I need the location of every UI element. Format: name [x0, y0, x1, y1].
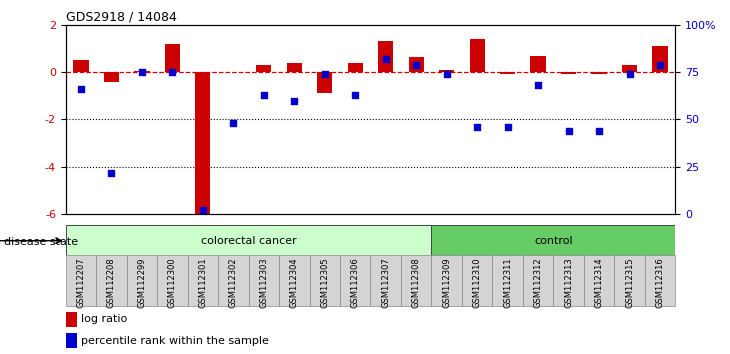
- Point: [319, 71, 331, 77]
- Bar: [66, 333, 77, 348]
- Point: [228, 120, 239, 126]
- Bar: [218, 255, 248, 306]
- Point: [258, 92, 269, 98]
- Bar: [256, 65, 272, 72]
- Text: GSM112305: GSM112305: [320, 257, 329, 308]
- Point: [136, 69, 147, 75]
- Text: GSM112208: GSM112208: [107, 257, 116, 308]
- Text: GSM112313: GSM112313: [564, 257, 573, 308]
- Bar: [188, 255, 218, 306]
- Bar: [431, 255, 462, 306]
- Bar: [584, 255, 614, 306]
- Text: percentile rank within the sample: percentile rank within the sample: [81, 336, 269, 346]
- Point: [380, 56, 391, 62]
- Bar: [492, 255, 523, 306]
- Text: GSM112312: GSM112312: [534, 257, 542, 308]
- Bar: [622, 65, 637, 72]
- Bar: [645, 255, 675, 306]
- Point: [563, 128, 575, 134]
- Text: GSM112207: GSM112207: [77, 257, 85, 308]
- Text: GSM112310: GSM112310: [472, 257, 482, 308]
- Bar: [104, 72, 119, 81]
- Text: GSM112300: GSM112300: [168, 257, 177, 308]
- Bar: [340, 255, 370, 306]
- Point: [654, 62, 666, 67]
- Point: [623, 71, 635, 77]
- Bar: [531, 56, 546, 72]
- Point: [106, 170, 118, 175]
- Bar: [378, 41, 393, 72]
- Bar: [523, 255, 553, 306]
- Point: [472, 124, 483, 130]
- Text: GSM112311: GSM112311: [503, 257, 512, 308]
- Bar: [66, 225, 431, 257]
- Bar: [96, 255, 127, 306]
- Bar: [653, 46, 668, 72]
- Text: control: control: [534, 236, 572, 246]
- Bar: [401, 255, 431, 306]
- Bar: [469, 39, 485, 72]
- Text: GSM112315: GSM112315: [625, 257, 634, 308]
- Point: [532, 82, 544, 88]
- Bar: [553, 255, 584, 306]
- Bar: [347, 63, 363, 72]
- Point: [197, 207, 209, 213]
- Text: GSM112316: GSM112316: [656, 257, 664, 308]
- Bar: [195, 72, 210, 217]
- Bar: [500, 72, 515, 74]
- Text: GSM112307: GSM112307: [381, 257, 391, 308]
- Bar: [66, 255, 96, 306]
- Point: [350, 92, 361, 98]
- Text: log ratio: log ratio: [81, 314, 127, 325]
- Bar: [66, 312, 77, 327]
- Point: [410, 62, 422, 67]
- Bar: [439, 70, 454, 72]
- Point: [441, 71, 453, 77]
- Bar: [371, 255, 401, 306]
- Text: GSM112308: GSM112308: [412, 257, 420, 308]
- Bar: [127, 255, 157, 306]
- Bar: [614, 255, 645, 306]
- Text: disease state: disease state: [4, 238, 78, 247]
- Text: GSM112314: GSM112314: [594, 257, 604, 308]
- Text: GSM112306: GSM112306: [350, 257, 360, 308]
- Point: [502, 124, 513, 130]
- Text: GSM112299: GSM112299: [137, 257, 147, 308]
- Bar: [279, 255, 310, 306]
- Bar: [248, 255, 279, 306]
- Bar: [409, 57, 424, 72]
- Text: GSM112304: GSM112304: [290, 257, 299, 308]
- Bar: [157, 255, 188, 306]
- Text: GSM112309: GSM112309: [442, 257, 451, 308]
- Bar: [134, 71, 150, 72]
- Bar: [317, 72, 332, 93]
- Text: GSM112302: GSM112302: [228, 257, 238, 308]
- Text: GDS2918 / 14084: GDS2918 / 14084: [66, 11, 177, 24]
- Bar: [73, 60, 88, 72]
- Point: [75, 86, 87, 92]
- Bar: [310, 255, 340, 306]
- Text: colorectal cancer: colorectal cancer: [201, 236, 296, 246]
- Bar: [165, 44, 180, 72]
- Bar: [591, 72, 607, 74]
- Point: [288, 98, 300, 103]
- Point: [166, 69, 178, 75]
- Text: GSM112301: GSM112301: [199, 257, 207, 308]
- Text: GSM112303: GSM112303: [259, 257, 269, 308]
- Bar: [431, 225, 675, 257]
- Point: [593, 128, 605, 134]
- Bar: [287, 63, 302, 72]
- Bar: [561, 72, 576, 74]
- Bar: [462, 255, 493, 306]
